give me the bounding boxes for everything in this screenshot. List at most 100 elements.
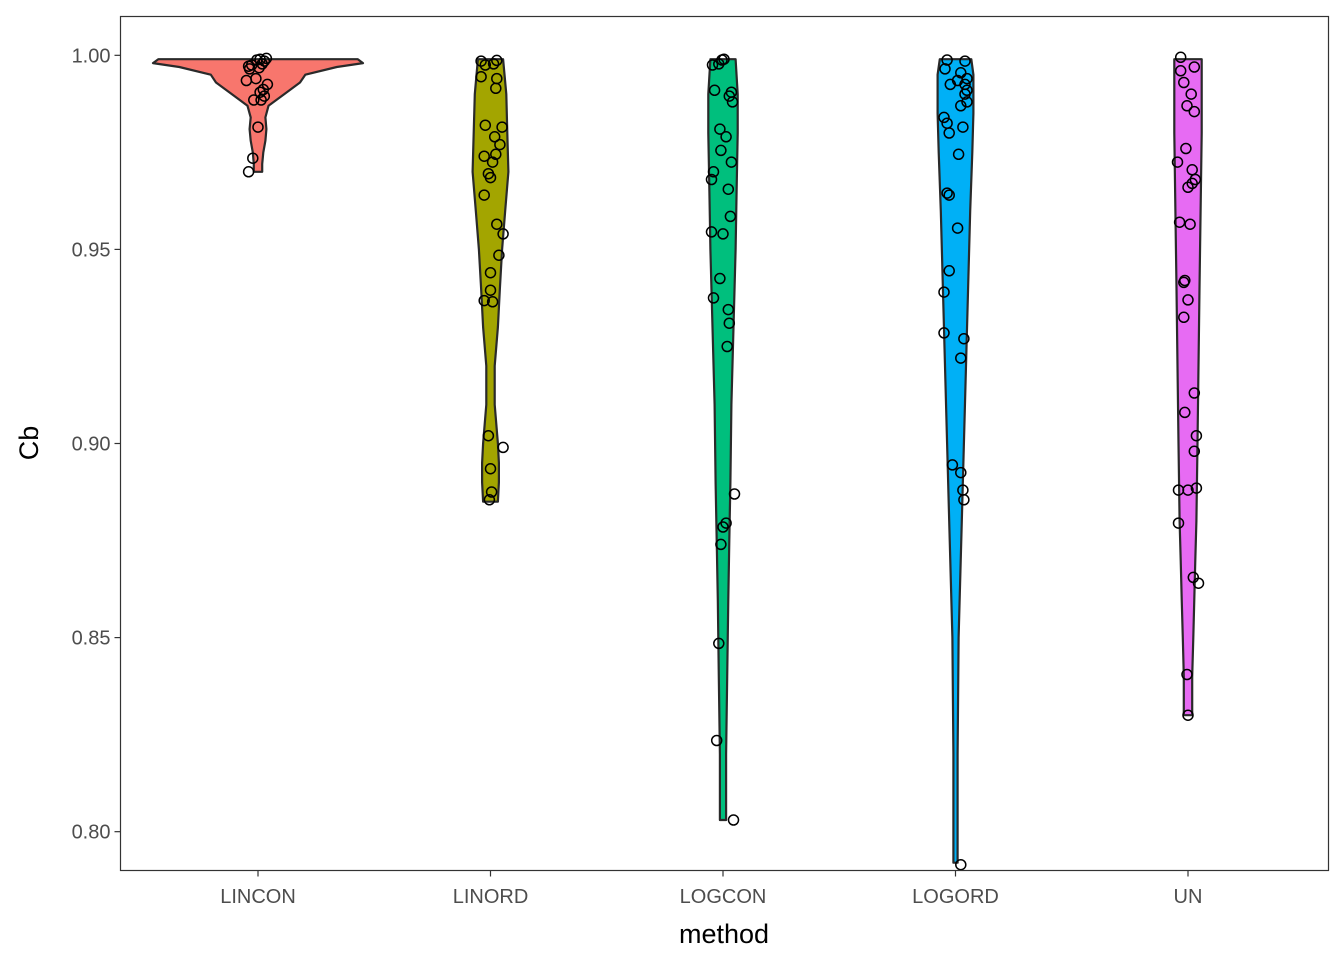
data-point-un	[1182, 709, 1194, 721]
data-point-logord	[961, 72, 973, 85]
data-point-un	[1173, 216, 1186, 228]
data-point-logcon	[725, 156, 738, 168]
data-point-logord	[943, 265, 955, 277]
data-point-linord	[494, 138, 506, 151]
y-axis: 0.80 0.85 0.90 0.95 1.00	[72, 45, 121, 844]
x-tick-label: UN	[1174, 886, 1203, 908]
point-layer	[240, 51, 1205, 871]
data-point-lincon	[248, 94, 260, 106]
data-point-linord	[475, 55, 487, 67]
x-tick-label: LINORD	[453, 886, 529, 908]
data-point-un	[1182, 484, 1194, 496]
data-point-linord	[490, 148, 502, 161]
data-point-logcon	[707, 292, 720, 304]
data-point-logord	[961, 96, 973, 108]
data-point-un	[1174, 65, 1187, 77]
x-tick-label: LINCON	[220, 886, 296, 908]
data-point-logord	[955, 352, 967, 364]
data-point-logord	[938, 111, 950, 124]
data-point-logcon	[707, 166, 720, 178]
data-point-logcon	[724, 210, 737, 223]
data-point-un	[1174, 51, 1187, 64]
data-point-lincon	[261, 78, 274, 91]
data-point-un	[1179, 406, 1191, 419]
data-point-un	[1187, 571, 1200, 584]
data-point-logord	[951, 222, 964, 234]
data-point-linord	[485, 486, 498, 498]
data-point-logord	[938, 286, 950, 298]
data-point-linord	[491, 54, 503, 67]
data-point-un	[1190, 429, 1203, 442]
y-tick-label: 0.95	[72, 239, 111, 261]
data-point-logcon	[706, 59, 719, 71]
data-point-logord	[955, 100, 967, 112]
data-point-un	[1182, 294, 1194, 306]
data-point-lincon	[254, 86, 266, 98]
data-point-un	[1188, 387, 1201, 399]
data-point-logcon	[705, 226, 718, 238]
data-point-un	[1188, 105, 1201, 118]
data-point-logcon	[721, 340, 733, 353]
data-point-logcon	[713, 637, 725, 650]
x-axis: LINCON LINORD LOGCON LOGORD UN	[220, 870, 1203, 908]
data-point-logcon	[705, 173, 718, 186]
x-tick-label: LOGORD	[912, 886, 999, 908]
data-point-linord	[482, 167, 495, 180]
violin-logcon	[707, 58, 739, 822]
data-point-lincon	[242, 166, 255, 178]
data-point-linord	[483, 494, 496, 506]
y-tick-label: 0.80	[72, 822, 111, 844]
data-point-linord	[475, 70, 487, 83]
data-point-linord	[479, 119, 492, 131]
data-point-linord	[497, 441, 509, 454]
data-point-linord	[486, 296, 499, 308]
data-point-un	[1188, 445, 1201, 458]
data-point-linord	[484, 284, 497, 296]
data-point-un	[1180, 142, 1192, 155]
data-point-linord	[493, 249, 505, 261]
data-point-logcon	[720, 131, 732, 143]
data-point-logcon	[720, 517, 732, 529]
violin-linord	[471, 58, 510, 503]
data-point-un	[1178, 311, 1190, 324]
data-point-un	[1184, 218, 1196, 230]
data-point-linord	[491, 72, 503, 85]
data-point-un	[1190, 482, 1203, 494]
data-point-linord	[484, 266, 497, 279]
data-point-linord	[484, 462, 497, 475]
data-point-lincon	[260, 52, 273, 65]
data-point-linord	[497, 228, 509, 240]
data-point-lincon	[250, 72, 262, 85]
data-point-logord	[941, 117, 953, 129]
data-point-logcon	[714, 272, 726, 285]
x-axis-title: method	[679, 919, 769, 949]
data-point-logcon	[718, 53, 730, 65]
data-point-logord	[941, 54, 953, 66]
data-point-un	[1188, 61, 1201, 73]
data-point-linord	[478, 294, 490, 307]
data-point-linord	[491, 218, 503, 230]
x-tick-label: LOGCON	[680, 886, 767, 908]
data-point-un	[1185, 88, 1197, 100]
data-point-un	[1178, 76, 1190, 89]
y-tick-label: 1.00	[72, 45, 111, 67]
data-point-logord	[952, 148, 965, 161]
data-point-logord	[946, 459, 959, 471]
data-point-logord	[959, 55, 971, 67]
data-point-logord	[938, 327, 950, 339]
y-tick-label: 0.85	[72, 628, 111, 650]
data-point-logcon	[714, 123, 726, 135]
data-point-logord	[958, 332, 970, 345]
data-point-logord	[957, 121, 969, 133]
data-point-logord	[955, 858, 967, 871]
data-point-logcon	[710, 734, 723, 747]
data-point-un	[1172, 517, 1185, 529]
y-tick-label: 0.90	[72, 434, 111, 456]
data-point-logcon	[722, 303, 735, 316]
data-point-logord	[941, 187, 953, 199]
data-point-logcon	[708, 84, 721, 97]
data-point-logcon	[727, 814, 740, 826]
data-point-un	[1181, 668, 1193, 681]
data-point-un	[1182, 181, 1194, 194]
data-point-linord	[488, 131, 501, 143]
